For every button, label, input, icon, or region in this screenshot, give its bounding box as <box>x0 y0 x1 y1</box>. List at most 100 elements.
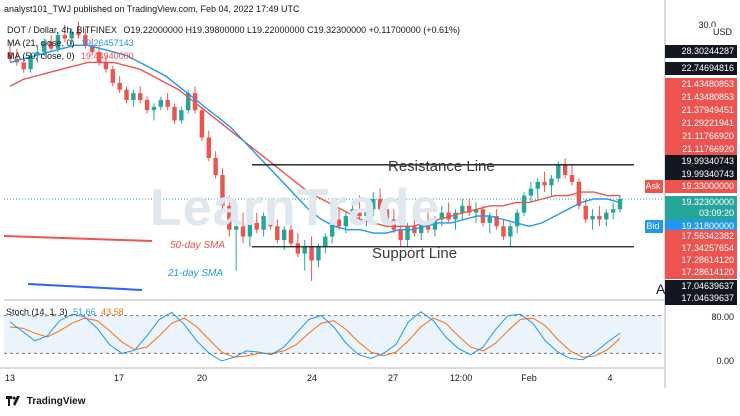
candle-body <box>384 209 390 220</box>
price-axis-label: 19.99340743 <box>665 155 737 168</box>
candle-body <box>377 198 383 210</box>
x-tick: 4 <box>607 373 613 383</box>
candle-body <box>28 55 33 70</box>
price-axis-label: 21.11766920 <box>665 130 737 143</box>
price-top-label: 30.0 <box>698 20 716 30</box>
ma50-value: 19.44940000 <box>81 51 134 61</box>
candle-body <box>110 69 116 83</box>
candle-body <box>343 216 349 227</box>
bid-tag: Bid <box>645 220 663 233</box>
candle-body <box>302 246 307 254</box>
stoch-band <box>4 315 662 354</box>
candle-body <box>199 110 205 138</box>
time-axis[interactable]: 13 17 20 24 27 12:00 Feb 4 <box>0 368 665 388</box>
candle-body <box>508 226 513 237</box>
candle-body <box>179 110 184 121</box>
candle-body <box>432 219 438 230</box>
ma21-label[interactable]: MA (21, close, 0) <box>7 38 75 48</box>
x-tick: 20 <box>196 373 208 383</box>
candle-body <box>76 31 81 36</box>
candle-body <box>21 62 26 70</box>
candle-body <box>590 216 595 220</box>
price-axis-label: 21.11766920 <box>665 143 737 156</box>
ask-tag: Ask <box>645 180 663 193</box>
candle-body <box>48 41 54 49</box>
stoch-k-line <box>9 311 621 362</box>
price-axis-label: 19.99340743 <box>665 168 737 181</box>
sma21-marker <box>27 283 143 291</box>
candle-body <box>55 35 61 49</box>
candle-body <box>494 216 499 227</box>
legend-ma21-row: MA (21, close, 0) 19.26457143 <box>7 37 460 50</box>
candle-body <box>240 226 246 237</box>
candle-body <box>329 219 335 237</box>
candle-body <box>549 178 554 186</box>
price-axis-label: 22.74694816 <box>665 62 737 75</box>
candle-body <box>295 243 301 254</box>
price-axis-label: 21.37949451 <box>665 104 737 117</box>
candle-body <box>261 216 266 230</box>
candle-body <box>562 164 568 176</box>
candle-body <box>144 99 150 111</box>
candle-body <box>439 212 444 220</box>
chart-legend: DOT / Dollar, 4h, BITFINEX O19.22000000 … <box>7 24 460 63</box>
candle-body <box>42 41 47 53</box>
candle-body <box>556 164 561 179</box>
footer-brand[interactable]: TradingView <box>6 396 86 407</box>
candle-body <box>316 246 321 261</box>
resistance-line-label: Resistance Line <box>388 158 495 175</box>
candle-body <box>617 198 623 210</box>
candle-body <box>391 219 397 230</box>
x-tick: 12:00 <box>449 373 473 383</box>
candle-body <box>535 181 540 189</box>
stoch-axis-80: 80.00 <box>711 312 734 322</box>
price-axis-label: 17.04639637 <box>665 292 737 305</box>
legend-symbol-row: DOT / Dollar, 4h, BITFINEX O19.22000000 … <box>7 24 460 37</box>
candle-body <box>364 209 369 217</box>
candle-body <box>192 93 198 111</box>
candle-body <box>165 99 170 107</box>
footer-brand-name: TradingView <box>26 396 86 407</box>
stoch-axis-0: 0.00 <box>716 356 734 366</box>
candle-body <box>336 219 342 227</box>
x-tick: 17 <box>113 373 125 383</box>
candle-body <box>69 31 74 39</box>
candle-body <box>288 229 294 244</box>
published-header: analyst101_TWJ published on TradingView.… <box>4 4 300 14</box>
stoch-k-value: 51.66 <box>73 307 96 317</box>
candle-body <box>254 222 259 230</box>
candle-body <box>213 158 218 176</box>
candle-body <box>521 195 527 213</box>
sma50-marker <box>3 235 153 242</box>
stoch-label[interactable]: Stoch (14, 1, 3) <box>6 307 68 317</box>
candle-body <box>467 205 472 213</box>
price-axis-label: 17.28614120 <box>665 266 737 279</box>
candle-body <box>357 209 362 217</box>
candle-body <box>501 226 506 237</box>
candle-body <box>281 229 287 240</box>
candle-body <box>371 198 376 210</box>
candle-body <box>206 137 211 158</box>
candle-body <box>323 236 328 247</box>
legend-ma50-row: MA (50, close, 0) 19.44940000 <box>7 50 460 63</box>
currency-label[interactable]: USD <box>711 27 733 37</box>
price-axis-label: 17.34257654 <box>665 242 737 255</box>
candle-body <box>83 35 88 46</box>
candle-body <box>460 205 465 213</box>
price-axis[interactable]: 30.0 USD 28.30244287 22.74694816 21.434808… <box>645 0 740 305</box>
candle-body <box>96 52 102 63</box>
candle-body <box>35 52 40 56</box>
candle-body <box>158 99 163 107</box>
symbol-label[interactable]: DOT / Dollar, 4h, BITFINEX <box>7 25 117 35</box>
price-axis-label: 03:09:20 <box>665 207 737 220</box>
candle-body <box>138 93 143 100</box>
candle-body <box>233 226 239 230</box>
candle-body <box>610 209 616 213</box>
ma50-label[interactable]: MA (50, close, 0) <box>7 51 75 61</box>
price-axis-label: 21.43480853 <box>665 78 737 91</box>
candle-body <box>398 229 403 240</box>
price-axis-label: 17.28614120 <box>665 254 737 267</box>
a-mark-label: A <box>656 281 666 297</box>
ma21-value: 19.26457143 <box>81 38 134 48</box>
